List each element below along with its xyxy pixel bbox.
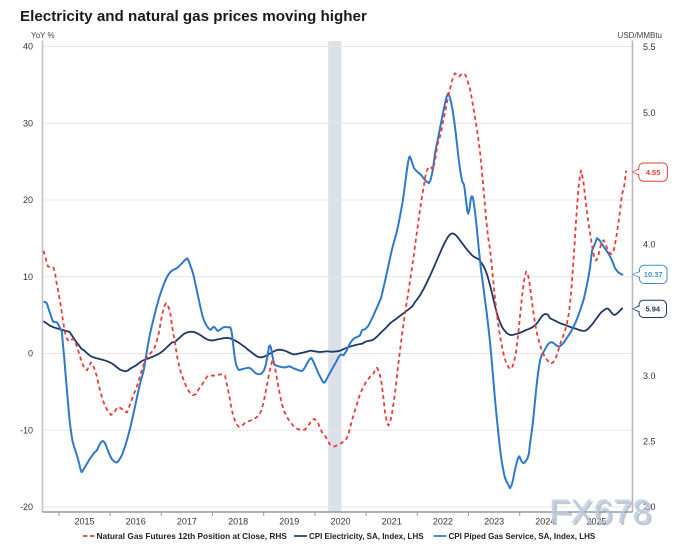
svg-text:CPI Piped Gas Service, SA, Ind: CPI Piped Gas Service, SA, Index, LHS xyxy=(449,532,596,541)
svg-text:10: 10 xyxy=(23,272,33,282)
svg-text:2020: 2020 xyxy=(330,517,350,527)
svg-text:CPI Electricity, SA, Index, LH: CPI Electricity, SA, Index, LHS xyxy=(309,532,424,541)
svg-text:2025: 2025 xyxy=(586,517,606,527)
svg-text:2.5: 2.5 xyxy=(643,437,656,447)
svg-text:2019: 2019 xyxy=(279,517,299,527)
svg-text:4.55: 4.55 xyxy=(646,168,661,177)
svg-text:2.0: 2.0 xyxy=(643,502,656,512)
svg-text:20: 20 xyxy=(23,195,33,205)
svg-text:USD/MMBtu: USD/MMBtu xyxy=(618,31,662,40)
svg-text:Electricity and natural gas pr: Electricity and natural gas prices movin… xyxy=(20,8,367,25)
svg-text:FX678: FX678 xyxy=(549,493,652,531)
svg-text:2017: 2017 xyxy=(177,517,197,527)
svg-text:5.0: 5.0 xyxy=(643,108,656,118)
svg-text:0: 0 xyxy=(28,349,33,359)
svg-text:5.5: 5.5 xyxy=(643,42,656,52)
svg-text:2018: 2018 xyxy=(228,517,248,527)
svg-text:2016: 2016 xyxy=(126,517,146,527)
svg-text:-20: -20 xyxy=(20,502,33,512)
svg-text:10.37: 10.37 xyxy=(644,270,663,279)
svg-text:3.0: 3.0 xyxy=(643,371,656,381)
svg-text:2023: 2023 xyxy=(484,517,504,527)
svg-text:YoY %: YoY % xyxy=(31,31,55,40)
svg-text:2021: 2021 xyxy=(382,517,402,527)
svg-text:2024: 2024 xyxy=(535,517,555,527)
svg-text:5.94: 5.94 xyxy=(645,305,660,314)
svg-text:2015: 2015 xyxy=(74,517,94,527)
svg-text:-10: -10 xyxy=(20,425,33,435)
svg-text:Natural Gas Futures 12th Posit: Natural Gas Futures 12th Position at Clo… xyxy=(97,531,288,541)
svg-text:2022: 2022 xyxy=(433,517,453,527)
svg-text:40: 40 xyxy=(23,42,33,52)
svg-text:FX678: FX678 xyxy=(551,495,654,533)
svg-text:4.0: 4.0 xyxy=(643,239,656,249)
svg-text:30: 30 xyxy=(23,119,33,129)
